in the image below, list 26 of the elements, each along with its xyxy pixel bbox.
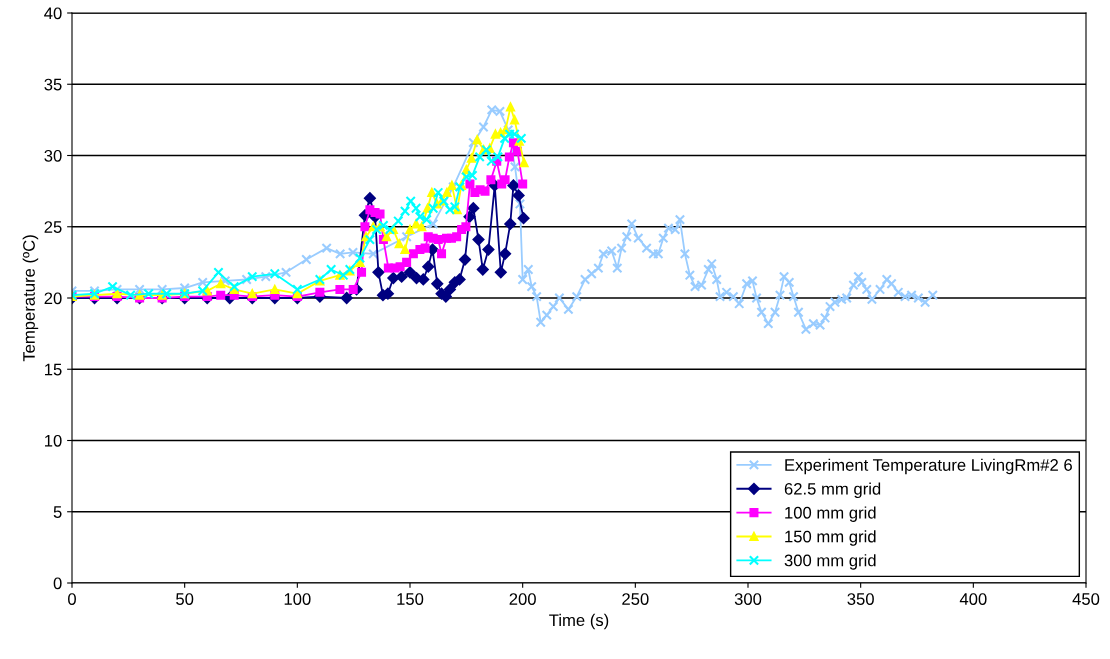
legend-label: 62.5 mm grid [784, 482, 881, 499]
y-tick-label: 30 [44, 149, 62, 162]
x-tick-label: 200 [509, 593, 536, 605]
x-tick-label: 400 [959, 593, 987, 605]
x-tick-label: 100 [284, 593, 311, 605]
y-tick-label: 10 [45, 434, 62, 447]
y-tick-label: 40 [44, 7, 62, 20]
y-tick-label: 5 [53, 506, 62, 518]
y-axis-title: Temperature (ºC) [22, 235, 39, 362]
y-tick-label: 20 [44, 292, 62, 305]
x-tick-label: 0 [68, 593, 76, 605]
x-tick-label: 50 [176, 593, 194, 605]
x-tick-label: 150 [397, 593, 424, 605]
x-tick-label: 350 [847, 593, 874, 605]
x-tick-label: 300 [734, 593, 762, 605]
legend-label: Experiment Temperature LivingRm#2 6 [785, 458, 1072, 475]
legend-label: 300 mm grid [784, 554, 876, 570]
y-tick-label: 25 [44, 221, 62, 233]
y-tick-label: 15 [45, 363, 62, 376]
legend-label: 150 mm grid [785, 530, 876, 546]
y-tick-label: 35 [44, 78, 62, 91]
legend-label: 100 mm grid [785, 506, 876, 522]
x-tick-label: 250 [622, 593, 649, 605]
x-tick-label: 450 [1072, 593, 1100, 605]
x-axis-title: Time (s) [549, 613, 609, 630]
y-tick-label: 0 [53, 577, 62, 590]
